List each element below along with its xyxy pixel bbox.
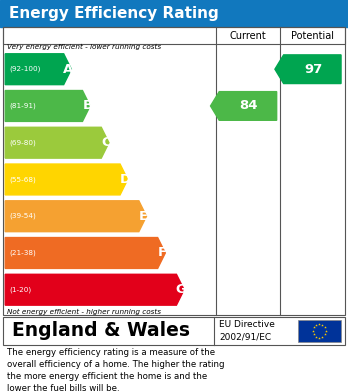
Polygon shape: [5, 201, 147, 231]
Text: C: C: [101, 136, 111, 149]
Bar: [298, 320, 341, 342]
Text: (39-54): (39-54): [9, 213, 36, 219]
Text: (21-38): (21-38): [9, 250, 36, 256]
Polygon shape: [211, 91, 277, 120]
Text: (92-100): (92-100): [9, 66, 41, 72]
Text: (81-91): (81-91): [9, 103, 36, 109]
Text: (69-80): (69-80): [9, 140, 36, 146]
Text: 97: 97: [304, 63, 322, 76]
Text: E: E: [139, 210, 148, 223]
Bar: [3, 27, 345, 44]
Text: B: B: [82, 99, 93, 113]
Polygon shape: [5, 274, 184, 305]
Polygon shape: [5, 91, 90, 121]
Text: 84: 84: [239, 99, 258, 113]
Bar: [3, 317, 345, 345]
Text: F: F: [158, 246, 167, 260]
Text: A: A: [63, 63, 74, 76]
Text: (55-68): (55-68): [9, 176, 36, 183]
Text: EU Directive
2002/91/EC: EU Directive 2002/91/EC: [219, 320, 275, 341]
Text: Very energy efficient - lower running costs: Very energy efficient - lower running co…: [7, 44, 161, 50]
Text: England & Wales: England & Wales: [12, 321, 190, 340]
Text: Not energy efficient - higher running costs: Not energy efficient - higher running co…: [7, 308, 161, 315]
Bar: [3, 27, 345, 315]
Bar: [0, 0, 348, 27]
Text: D: D: [119, 173, 130, 186]
Polygon shape: [5, 127, 109, 158]
Text: Current: Current: [230, 30, 266, 41]
Polygon shape: [5, 54, 71, 84]
Polygon shape: [275, 55, 341, 84]
Text: (1-20): (1-20): [9, 287, 32, 293]
Text: Potential: Potential: [291, 30, 334, 41]
Text: G: G: [176, 283, 187, 296]
Text: The energy efficiency rating is a measure of the
overall efficiency of a home. T: The energy efficiency rating is a measur…: [7, 348, 224, 391]
Text: Energy Efficiency Rating: Energy Efficiency Rating: [9, 6, 219, 21]
Polygon shape: [5, 238, 165, 268]
Polygon shape: [5, 164, 128, 195]
